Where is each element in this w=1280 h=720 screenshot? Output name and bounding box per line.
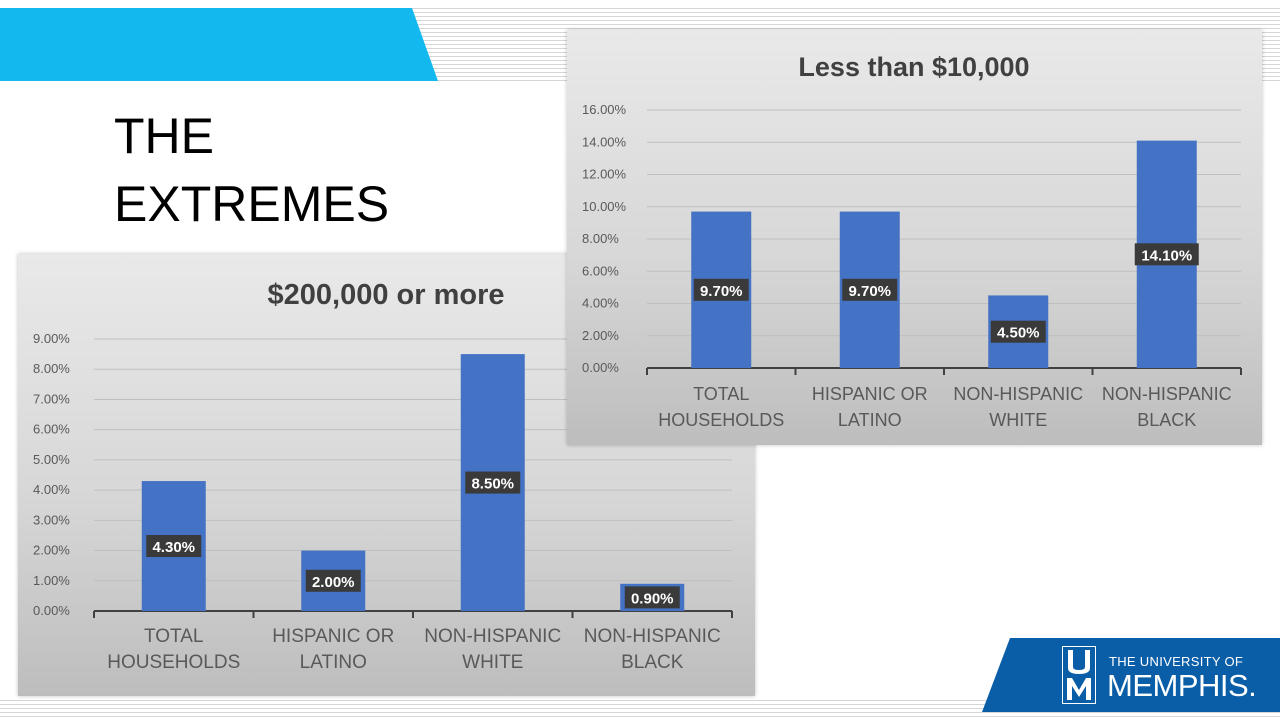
chart-200k-data-label-bg — [465, 471, 521, 494]
chart-200k-data-label: 8.50% — [471, 476, 514, 493]
chart-200k-ytick-label: 7.00% — [33, 391, 70, 406]
chart-10k-category-label: HISPANIC OR — [812, 384, 928, 404]
chart-200k-data-label-bg — [146, 535, 202, 558]
chart-10k-data-label: 4.50% — [997, 325, 1040, 342]
chart-10k-data-label-bg — [842, 278, 898, 301]
chart-200k-ytick-label: 8.00% — [33, 361, 70, 376]
logo-text-university-of: THE UNIVERSITY OF — [1109, 654, 1244, 669]
chart-200k-ytick-label: 1.00% — [33, 573, 70, 588]
chart-200k-or-more: $200,000 or more 0.00% 1.00% 2.00% 3.00% 4.00… — [18, 254, 755, 696]
chart-200k-title: $200,000 or more — [268, 279, 505, 311]
slide-title-line2: EXTREMES — [114, 176, 390, 232]
chart-10k-ytick-label: 10.00% — [582, 199, 627, 214]
chart-10k-category-label: HOUSEHOLDS — [658, 410, 784, 430]
chart-10k-data-label: 14.10% — [1141, 247, 1192, 264]
chart-10k-category-label: BLACK — [1137, 410, 1196, 430]
chart-200k-category-label: BLACK — [621, 652, 684, 673]
footer-stripes — [0, 700, 1280, 720]
chart-10k-data-label-bg — [990, 320, 1046, 343]
chart-200k-ytick-label: 5.00% — [33, 452, 70, 467]
chart-10k-category-label: NON-HISPANIC — [1102, 384, 1232, 404]
chart-200k-ytick-label: 0.00% — [33, 603, 70, 618]
chart-200k-category-label: NON-HISPANIC — [424, 626, 561, 647]
chart-10k-data-label-bg — [693, 278, 749, 301]
chart-200k-data-label-bg — [305, 569, 361, 592]
chart-10k-data-label-bg — [1134, 243, 1199, 266]
chart-10k-ytick-label: 2.00% — [582, 328, 619, 343]
chart-10k-ytick-label: 12.00% — [582, 167, 627, 182]
university-logo: THE UNIVERSITY OF MEMPHIS. — [982, 638, 1280, 712]
chart-10k-category-label: WHITE — [989, 410, 1047, 430]
chart-200k-svg: $200,000 or more 0.00% 1.00% 2.00% 3.00% 4.00… — [33, 279, 733, 673]
slide-title: THE EXTREMES — [114, 102, 389, 238]
chart-200k-ytick-label: 3.00% — [33, 512, 70, 527]
slide-title-line1: THE — [114, 108, 214, 164]
chart-200k-ytick-label: 6.00% — [33, 422, 70, 437]
um-logo-icon — [1062, 646, 1096, 704]
chart-10k-category-label: NON-HISPANIC — [953, 384, 1083, 404]
chart-10k-ytick-label: 8.00% — [582, 231, 619, 246]
chart-less-than-10k: Less than $10,000 0.00% 2.00% 4.00% 6.00% 8.0… — [567, 30, 1262, 445]
chart-10k-ytick-label: 6.00% — [582, 263, 619, 278]
chart-200k-data-label: 2.00% — [312, 574, 355, 591]
chart-200k-data-label: 0.90% — [631, 590, 674, 607]
chart-200k-category-label: NON-HISPANIC — [584, 626, 721, 647]
chart-200k-category-label: HOUSEHOLDS — [107, 652, 240, 673]
chart-200k-category-label: LATINO — [300, 652, 367, 673]
chart-200k-ytick-label: 9.00% — [33, 331, 70, 346]
chart-200k-category-label: WHITE — [462, 652, 523, 673]
chart-200k-data-label: 4.30% — [152, 539, 195, 556]
chart-10k-ytick-label: 0.00% — [582, 360, 619, 375]
chart-10k-data-label: 9.70% — [848, 283, 891, 300]
header-accent-band — [0, 8, 438, 81]
chart-10k-data-label: 9.70% — [700, 283, 743, 300]
chart-200k-ytick-label: 4.00% — [33, 482, 70, 497]
chart-10k-category-label: LATINO — [838, 410, 902, 430]
chart-10k-ytick-label: 16.00% — [582, 102, 627, 117]
chart-200k-ytick-label: 2.00% — [33, 543, 70, 558]
logo-text-memphis: MEMPHIS. — [1107, 668, 1257, 703]
chart-10k-svg: Less than $10,000 0.00% 2.00% 4.00% 6.00% 8.0… — [582, 52, 1242, 430]
chart-200k-data-label-bg — [624, 586, 680, 609]
chart-200k-category-label: TOTAL — [144, 626, 203, 647]
chart-200k-category-label: HISPANIC OR — [272, 626, 394, 647]
chart-10k-ytick-label: 14.00% — [582, 134, 627, 149]
chart-10k-category-label: TOTAL — [693, 384, 749, 404]
chart-10k-title: Less than $10,000 — [798, 52, 1029, 82]
chart-10k-ytick-label: 4.00% — [582, 296, 619, 311]
